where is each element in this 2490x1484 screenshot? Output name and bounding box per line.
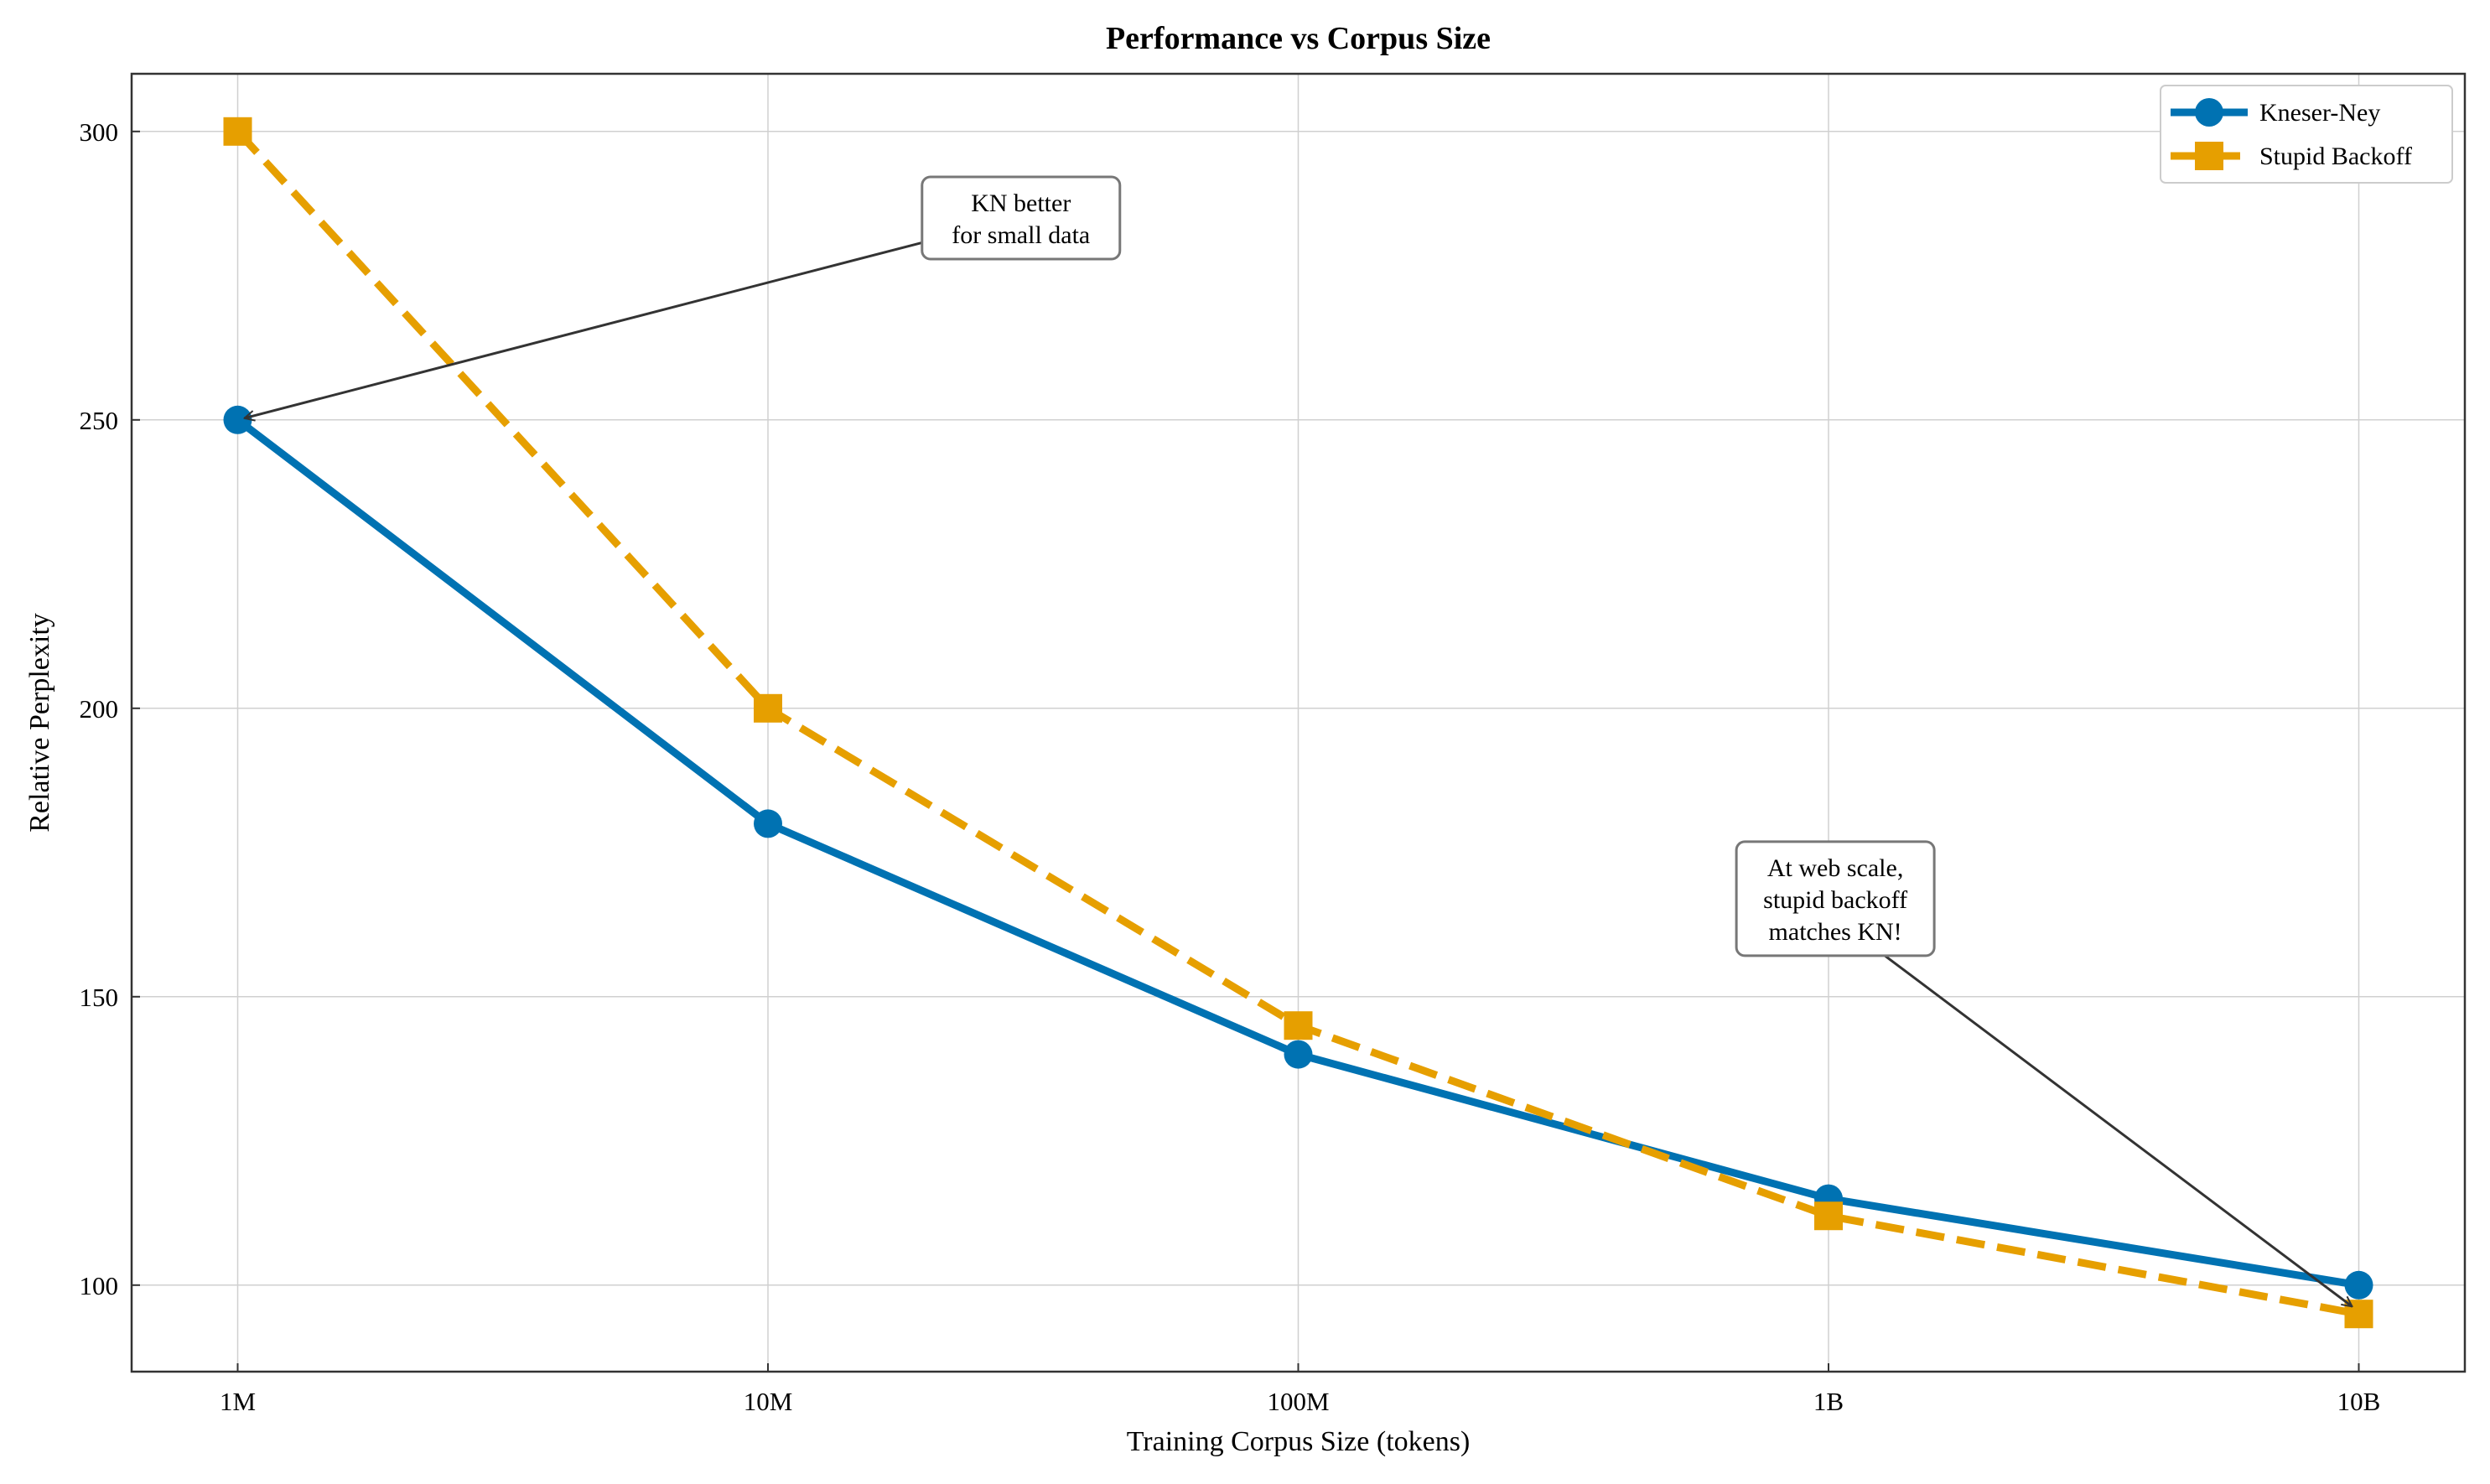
legend: Kneser-Ney Stupid Backoff (2160, 85, 2453, 184)
annotation-arrow (1884, 954, 2352, 1306)
grid (132, 74, 2465, 1372)
kneser-ney-point (2344, 1270, 2373, 1300)
annotations: KN better for small data At web scale, stup… (245, 175, 2353, 1306)
kneser-ney-point (1284, 1040, 1313, 1069)
legend-label: Kneser-Ney (2259, 99, 2380, 127)
y-axis-label: Relative Perplexity (24, 613, 55, 833)
kneser-ney-point (223, 405, 252, 434)
x-tick-label: 10B (2337, 1387, 2381, 1416)
annotation-box (921, 175, 1122, 261)
x-tick-label: 10M (744, 1387, 793, 1416)
y-tick-label: 200 (80, 694, 119, 724)
legend-marker (2195, 142, 2223, 170)
x-tick-label: 1B (1813, 1387, 1844, 1416)
series-layer (223, 117, 2373, 1329)
y-tick-label: 250 (80, 406, 119, 435)
annotation-text: At web scale, (1767, 854, 1903, 882)
annotation-arrow (245, 241, 923, 418)
annotation-text: for small data (952, 221, 1090, 249)
stupid-backoff-point (223, 117, 252, 146)
legend-marker (2195, 98, 2223, 127)
y-tick-label: 100 (80, 1271, 119, 1300)
stupid-backoff-point (1814, 1201, 1843, 1231)
stupid-backoff-point (754, 693, 782, 723)
x-tick-label: 100M (1267, 1387, 1329, 1416)
x-axis-label: Training Corpus Size (tokens) (1127, 1426, 1471, 1457)
axis-ticks: 1M 10M 100M 1B 10B 100 150 200 250 300 (80, 117, 2381, 1416)
legend-label: Stupid Backoff (2259, 143, 2412, 170)
chart-title: Performance vs Corpus Size (1106, 21, 1491, 56)
stupid-backoff-point (1284, 1011, 1313, 1040)
annotation-text: matches KN! (1769, 918, 1902, 946)
y-tick-label: 300 (80, 117, 119, 147)
annotation-box (1735, 840, 1936, 957)
y-tick-label: 150 (80, 983, 119, 1012)
kneser-ney-point (754, 809, 782, 838)
annotation-text: KN better (971, 189, 1071, 217)
x-tick-label: 1M (220, 1387, 256, 1416)
annotation-text: stupid backoff (1763, 886, 1907, 914)
